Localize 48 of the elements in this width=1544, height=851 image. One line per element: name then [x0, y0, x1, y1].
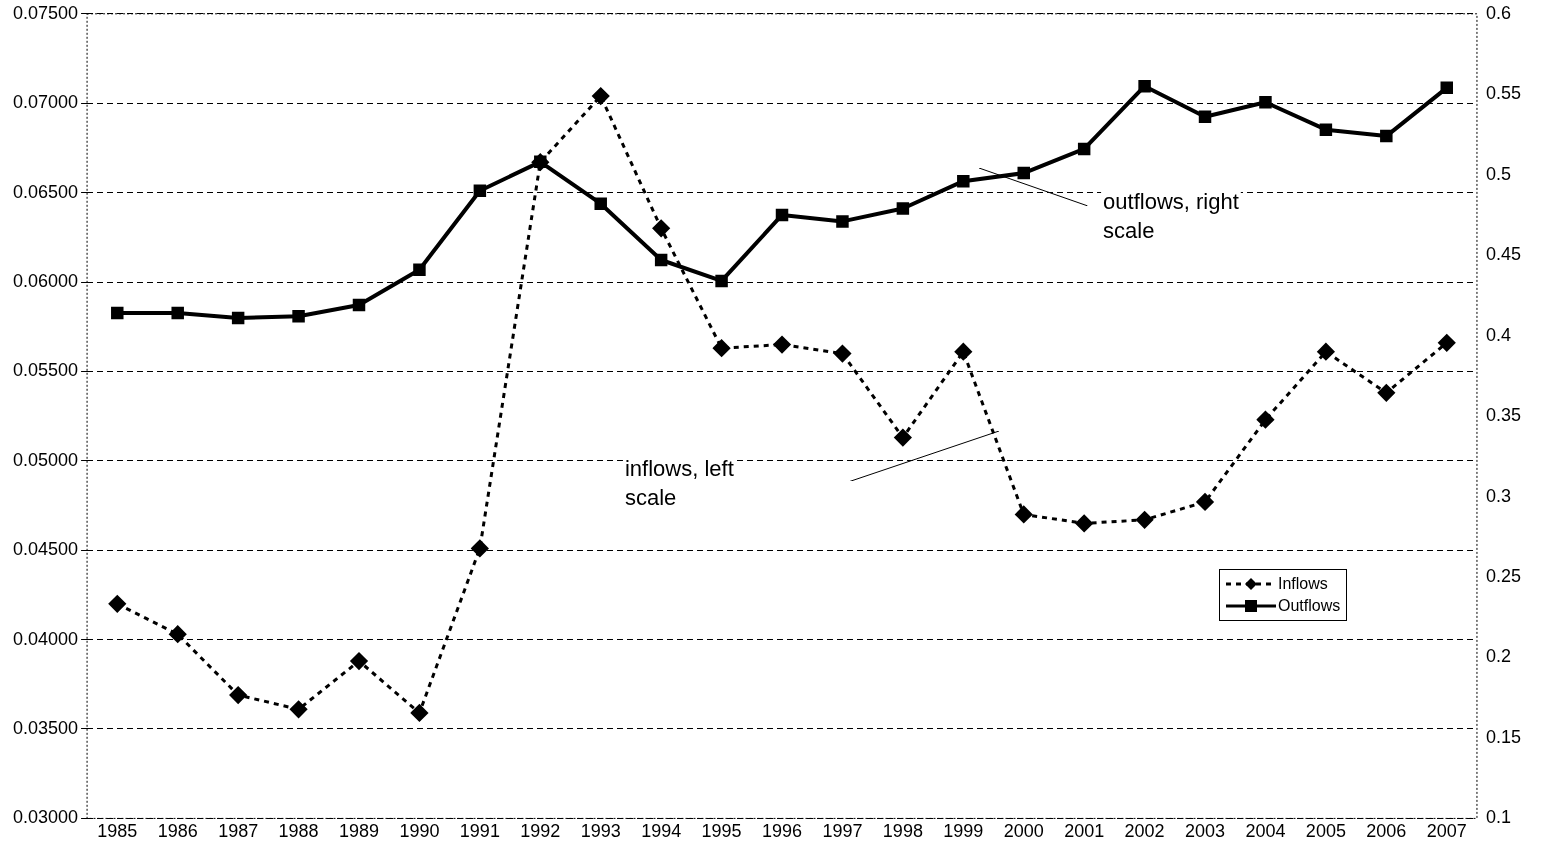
- annotation: inflows, left scale: [624, 456, 734, 511]
- x-tick-label: 1990: [399, 821, 440, 842]
- y-tick-label: 0.04000: [12, 628, 79, 649]
- x-tick-label: 2001: [1064, 821, 1105, 842]
- x-tick-label: 1996: [761, 821, 803, 842]
- x-tick-label: 2000: [1003, 821, 1044, 842]
- y2-tick-label: 0.45: [1485, 244, 1522, 265]
- y2-tick-label: 0.15: [1485, 726, 1522, 747]
- x-tick-label: 1987: [218, 821, 259, 842]
- y-tick-label: 0.07000: [12, 92, 79, 113]
- x-tick-label: 1995: [701, 821, 742, 842]
- x-tick-label: 1988: [278, 821, 319, 842]
- y2-tick-label: 0.2: [1485, 646, 1511, 667]
- x-tick-label: 1992: [520, 821, 561, 842]
- y-tick-label: 0.05500: [12, 360, 79, 381]
- y2-tick-label: 0.6: [1485, 2, 1511, 23]
- x-tick-label: 1985: [97, 821, 138, 842]
- x-tick-label: 2002: [1124, 821, 1165, 842]
- x-tick-label: 2004: [1245, 821, 1286, 842]
- x-tick-label: 1998: [882, 821, 923, 842]
- y2-tick-label: 0.1: [1485, 807, 1511, 828]
- y2-tick-label: 0.3: [1485, 485, 1511, 506]
- annotation: outflows, right scale: [1103, 188, 1239, 243]
- x-tick-label: 1997: [822, 821, 863, 842]
- x-tick-label: 2007: [1426, 821, 1467, 842]
- y-tick-label: 0.07500: [12, 2, 79, 23]
- x-tick-label: 1994: [641, 821, 682, 842]
- x-tick-label: 1993: [580, 821, 621, 842]
- x-tick-label: 1991: [459, 821, 500, 842]
- y2-tick-label: 0.25: [1485, 565, 1522, 586]
- y-tick-label: 0.05000: [12, 449, 79, 470]
- y2-tick-label: 0.4: [1485, 324, 1511, 345]
- x-tick-label: 1986: [157, 821, 198, 842]
- x-tick-label: 2003: [1185, 821, 1226, 842]
- x-tick-label: 2005: [1305, 821, 1346, 842]
- y-tick-label: 0.03500: [12, 717, 79, 738]
- x-tick-label: 2006: [1366, 821, 1407, 842]
- y-tick-label: 0.03000: [12, 807, 79, 828]
- legend-label: Outflows: [1277, 596, 1341, 615]
- legend-label: Inflows: [1277, 574, 1328, 593]
- y2-tick-label: 0.55: [1485, 83, 1522, 104]
- x-tick-label: 1999: [943, 821, 984, 842]
- x-tick-label: 1989: [338, 821, 380, 842]
- y2-tick-label: 0.35: [1485, 405, 1522, 426]
- y2-tick-label: 0.5: [1485, 163, 1511, 184]
- y-tick-label: 0.06500: [12, 181, 79, 202]
- y-tick-label: 0.04500: [12, 539, 79, 560]
- y-tick-label: 0.06000: [12, 270, 79, 291]
